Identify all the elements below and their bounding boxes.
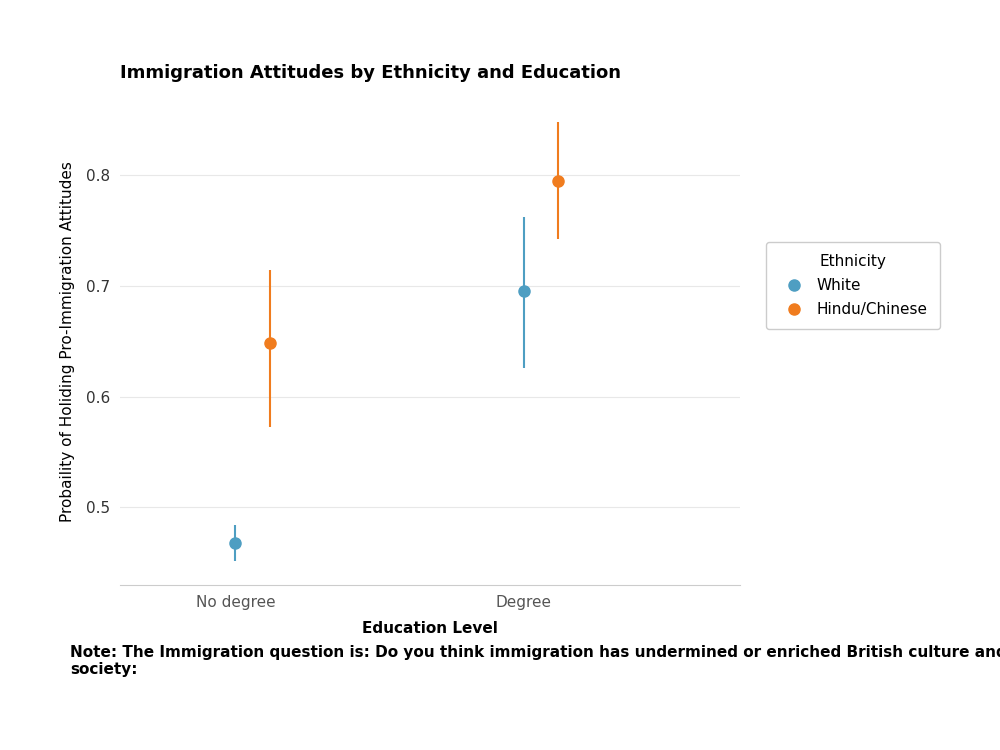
Text: Immigration Attitudes by Ethnicity and Education: Immigration Attitudes by Ethnicity and E… bbox=[120, 64, 621, 82]
Y-axis label: Probaility of Holiding Pro-Immigration Attitudes: Probaility of Holiding Pro-Immigration A… bbox=[60, 160, 75, 522]
Legend: White, Hindu/Chinese: White, Hindu/Chinese bbox=[766, 242, 940, 329]
Text: Note: The Immigration question is: Do you think immigration has undermined or en: Note: The Immigration question is: Do yo… bbox=[70, 645, 1000, 677]
X-axis label: Education Level: Education Level bbox=[362, 621, 498, 636]
